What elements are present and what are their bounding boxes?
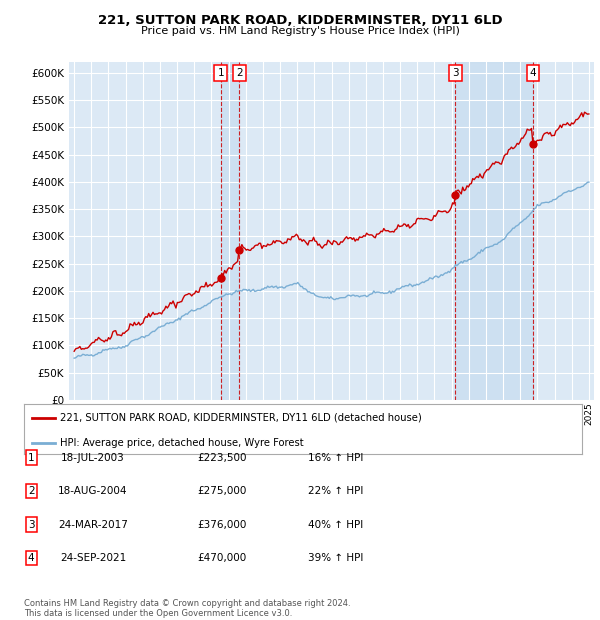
Text: £275,000: £275,000 [197,486,247,496]
Text: 24-MAR-2017: 24-MAR-2017 [58,520,128,529]
Text: HPI: Average price, detached house, Wyre Forest: HPI: Average price, detached house, Wyre… [60,438,304,448]
Text: 2: 2 [28,486,35,496]
Text: 1: 1 [217,68,224,78]
Text: 24-SEP-2021: 24-SEP-2021 [60,553,126,563]
Text: 3: 3 [452,68,458,78]
Text: 40% ↑ HPI: 40% ↑ HPI [308,520,364,529]
Text: 3: 3 [28,520,35,529]
Text: 18-AUG-2004: 18-AUG-2004 [58,486,128,496]
Text: 16% ↑ HPI: 16% ↑ HPI [308,453,364,463]
Text: 221, SUTTON PARK ROAD, KIDDERMINSTER, DY11 6LD: 221, SUTTON PARK ROAD, KIDDERMINSTER, DY… [98,14,502,27]
Text: £376,000: £376,000 [197,520,247,529]
Text: £223,500: £223,500 [197,453,247,463]
Text: 4: 4 [28,553,35,563]
Text: 22% ↑ HPI: 22% ↑ HPI [308,486,364,496]
Text: £470,000: £470,000 [197,553,247,563]
Text: 221, SUTTON PARK ROAD, KIDDERMINSTER, DY11 6LD (detached house): 221, SUTTON PARK ROAD, KIDDERMINSTER, DY… [60,413,422,423]
Text: 1: 1 [28,453,35,463]
Text: 18-JUL-2003: 18-JUL-2003 [61,453,125,463]
Text: 2: 2 [236,68,242,78]
Bar [221,62,239,400]
Text: 4: 4 [529,68,536,78]
Text: Price paid vs. HM Land Registry's House Price Index (HPI): Price paid vs. HM Land Registry's House … [140,26,460,36]
Text: 39% ↑ HPI: 39% ↑ HPI [308,553,364,563]
Text: Contains HM Land Registry data © Crown copyright and database right 2024.
This d: Contains HM Land Registry data © Crown c… [24,599,350,618]
Bar [455,62,533,400]
